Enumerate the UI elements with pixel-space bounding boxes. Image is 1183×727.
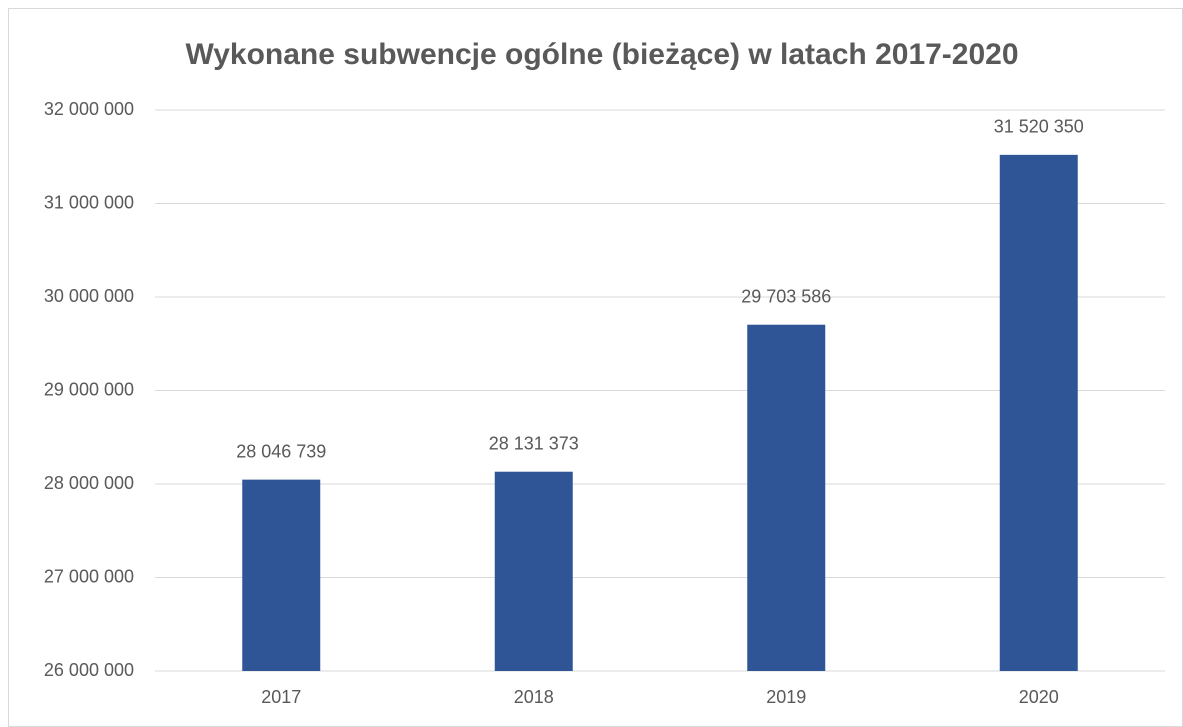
bar bbox=[747, 324, 826, 671]
bar bbox=[999, 154, 1078, 671]
chart-border bbox=[8, 8, 1183, 727]
x-tick-label: 2017 bbox=[261, 687, 301, 707]
y-tick-label: 27 000 000 bbox=[44, 566, 134, 586]
data-label: 29 703 586 bbox=[741, 286, 831, 306]
y-tick-label: 26 000 000 bbox=[44, 660, 134, 680]
data-label: 28 046 739 bbox=[236, 441, 326, 461]
x-tick-label: 2018 bbox=[514, 687, 554, 707]
y-tick-label: 32 000 000 bbox=[44, 99, 134, 119]
data-label: 31 520 350 bbox=[994, 117, 1084, 137]
y-tick-label: 29 000 000 bbox=[44, 379, 134, 399]
bar bbox=[494, 471, 573, 671]
y-tick-label: 30 000 000 bbox=[44, 286, 134, 306]
y-tick-label: 28 000 000 bbox=[44, 473, 134, 493]
x-tick-label: 2020 bbox=[1019, 687, 1059, 707]
x-tick-label: 2019 bbox=[766, 687, 806, 707]
chart-title: Wykonane subwencje ogólne (bieżące) w la… bbox=[185, 38, 1018, 71]
y-tick-label: 31 000 000 bbox=[44, 192, 134, 212]
bar bbox=[242, 479, 321, 671]
data-label: 28 131 373 bbox=[489, 433, 579, 453]
